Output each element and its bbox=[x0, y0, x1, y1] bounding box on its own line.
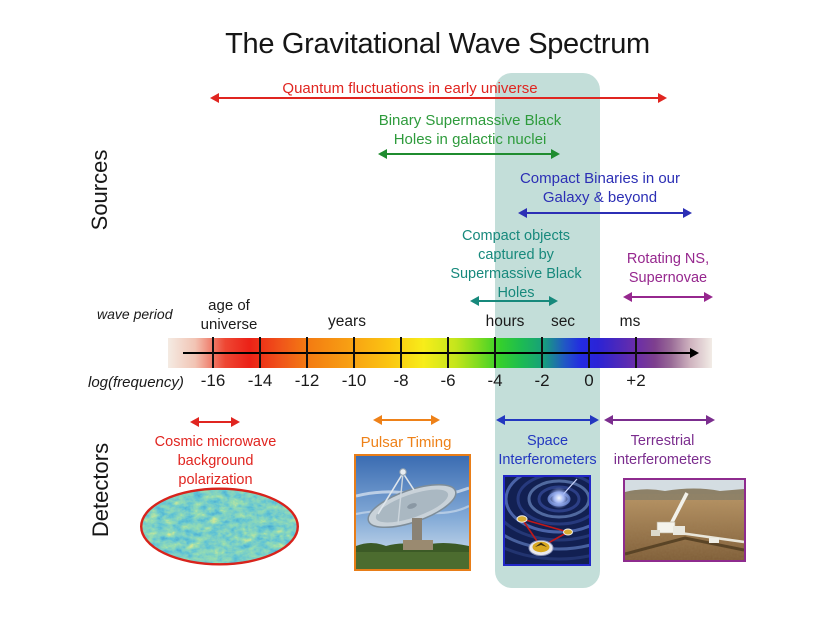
log-frequency-axis-label: log(frequency) bbox=[88, 374, 184, 391]
binary-smbh-range-arrow bbox=[378, 149, 560, 159]
period-ms: ms bbox=[619, 313, 641, 330]
space-interferometers-range-arrow bbox=[496, 415, 599, 425]
space-interferometers-label: Space Interferometers bbox=[494, 432, 601, 470]
binary-smbh-label: Binary Supermassive Black Holes in galac… bbox=[360, 111, 580, 149]
compact-objects-line2: captured by bbox=[478, 247, 554, 263]
compact-objects-line1: Compact objects bbox=[462, 228, 570, 244]
cmb-detector-label: Cosmic microwave background polarization bbox=[138, 433, 293, 490]
pulsar-timing-range-arrow bbox=[373, 415, 440, 425]
tick-label: -10 bbox=[341, 371, 367, 390]
tick-label: +2 bbox=[626, 371, 646, 390]
cmb-sky-map-image bbox=[139, 487, 300, 566]
terrestrial-interferometers-label: Terrestrial interferometers bbox=[600, 432, 725, 470]
compact-binaries-line1: Compact Binaries in our bbox=[519, 170, 681, 187]
axis-tick bbox=[447, 337, 449, 368]
period-age-of-universe: age of universe bbox=[190, 296, 268, 334]
tick-label: 0 bbox=[584, 371, 594, 390]
page-title: The Gravitational Wave Spectrum bbox=[225, 28, 650, 60]
rotating-ns-range-arrow bbox=[623, 292, 713, 302]
axis-tick bbox=[588, 337, 590, 368]
tick-label: -12 bbox=[294, 371, 320, 390]
quantum-fluctuations-range-arrow bbox=[210, 93, 667, 103]
binary-smbh-line1: Binary Supermassive Black bbox=[378, 112, 562, 129]
tick-label: -16 bbox=[200, 371, 226, 390]
tick-label: -4 bbox=[487, 371, 503, 390]
tick-label: -6 bbox=[440, 371, 456, 390]
axis-tick bbox=[400, 337, 402, 368]
period-hours: hours bbox=[485, 313, 525, 330]
axis-tick bbox=[635, 337, 637, 368]
space-line1: Space bbox=[526, 433, 569, 449]
terrestrial-line2: interferometers bbox=[613, 452, 712, 468]
tick-label: -8 bbox=[393, 371, 409, 390]
compact-binaries-label: Compact Binaries in our Galaxy & beyond bbox=[500, 169, 700, 207]
terrestrial-line1: Terrestrial bbox=[630, 433, 695, 449]
cmb-line3: polarization bbox=[178, 472, 253, 488]
axis-tick bbox=[212, 337, 214, 368]
axis-tick bbox=[494, 337, 496, 368]
terrestrial-interferometers-range-arrow bbox=[604, 415, 715, 425]
binary-smbh-line2: Holes in galactic nuclei bbox=[393, 131, 547, 148]
space-line2: Interferometers bbox=[498, 452, 597, 468]
quantum-fluctuations-label: Quantum fluctuations in early universe bbox=[282, 80, 538, 97]
period-years: years bbox=[328, 313, 366, 330]
frequency-axis-arrow bbox=[183, 348, 699, 358]
cmb-line1: Cosmic microwave bbox=[154, 434, 277, 450]
axis-tick bbox=[353, 337, 355, 368]
sources-section-label: Sources bbox=[87, 149, 112, 231]
compact-binaries-line2: Galaxy & beyond bbox=[542, 189, 658, 206]
lisa-spacecraft-image bbox=[503, 475, 591, 566]
radio-telescope-image bbox=[354, 454, 471, 571]
compact-objects-label: Compact objects captured by Supermassive… bbox=[430, 227, 602, 303]
rotating-ns-label: Rotating NS, Supernovae bbox=[608, 250, 728, 288]
compact-objects-range-arrow bbox=[470, 296, 558, 306]
tick-label: -2 bbox=[534, 371, 550, 390]
rotating-ns-line2: Supernovae bbox=[628, 270, 708, 286]
cmb-range-arrow bbox=[190, 417, 240, 427]
axis-tick bbox=[259, 337, 261, 368]
axis-tick bbox=[306, 337, 308, 368]
cmb-line2: background bbox=[177, 453, 254, 469]
rotating-ns-line1: Rotating NS, bbox=[626, 251, 710, 267]
detectors-section-label: Detectors bbox=[88, 442, 113, 538]
compact-objects-line3: Supermassive Black bbox=[450, 266, 582, 282]
age-line2: universe bbox=[200, 316, 258, 333]
compact-binaries-range-arrow bbox=[518, 208, 692, 218]
age-line1: age of bbox=[208, 297, 250, 314]
compact-objects-line4: Holes bbox=[497, 285, 535, 301]
axis-tick bbox=[541, 337, 543, 368]
tick-label: -14 bbox=[247, 371, 273, 390]
wave-period-axis-label: wave period bbox=[97, 306, 173, 322]
period-sec: sec bbox=[550, 313, 576, 330]
pulsar-timing-label: Pulsar Timing bbox=[360, 434, 452, 451]
ligo-observatory-image bbox=[623, 478, 746, 562]
